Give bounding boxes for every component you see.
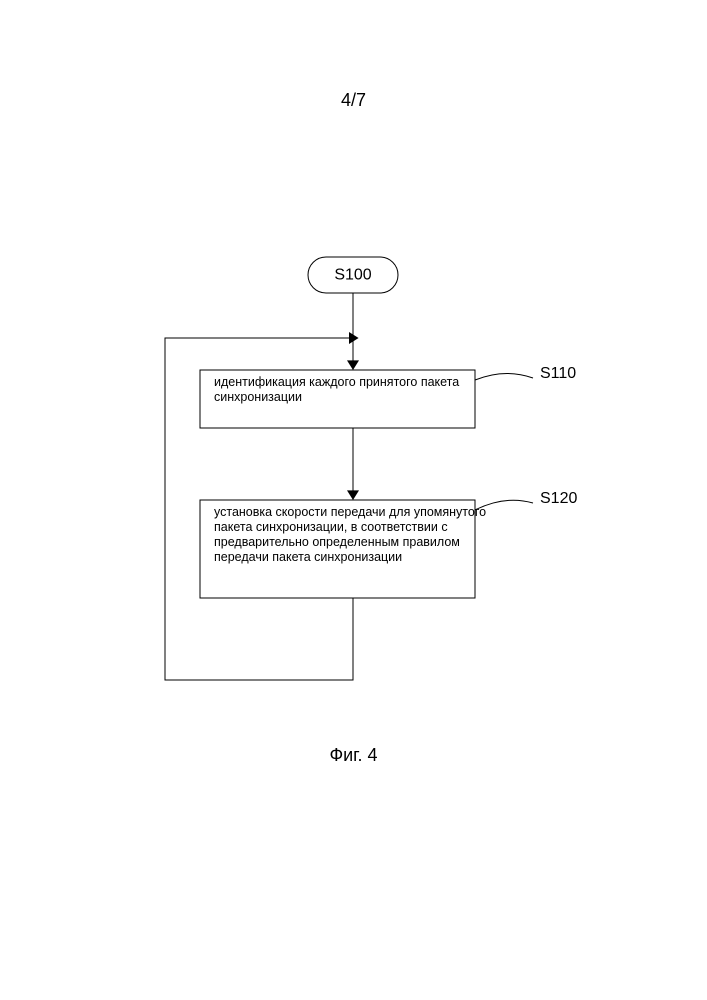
start-node-label: S100 bbox=[334, 267, 371, 284]
box-text-s120: пакета синхронизации, в соответствии с bbox=[214, 520, 448, 534]
step-label-s110: S110 bbox=[540, 365, 576, 382]
flowchart-diagram: S100 идентификация каждого принятого паке… bbox=[0, 0, 707, 1000]
box-text-s110: идентификация каждого принятого пакета bbox=[214, 375, 459, 389]
box-text-s120: предварительно определенным правилом bbox=[214, 535, 460, 549]
step-label-s120: S120 bbox=[540, 490, 577, 507]
box-text-s120: передачи пакета синхронизации bbox=[214, 550, 402, 564]
box-text-s110: синхронизации bbox=[214, 390, 302, 404]
box-text-s120: установка скорости передачи для упомянут… bbox=[214, 505, 486, 519]
figure-caption: Фиг. 4 bbox=[0, 745, 707, 766]
